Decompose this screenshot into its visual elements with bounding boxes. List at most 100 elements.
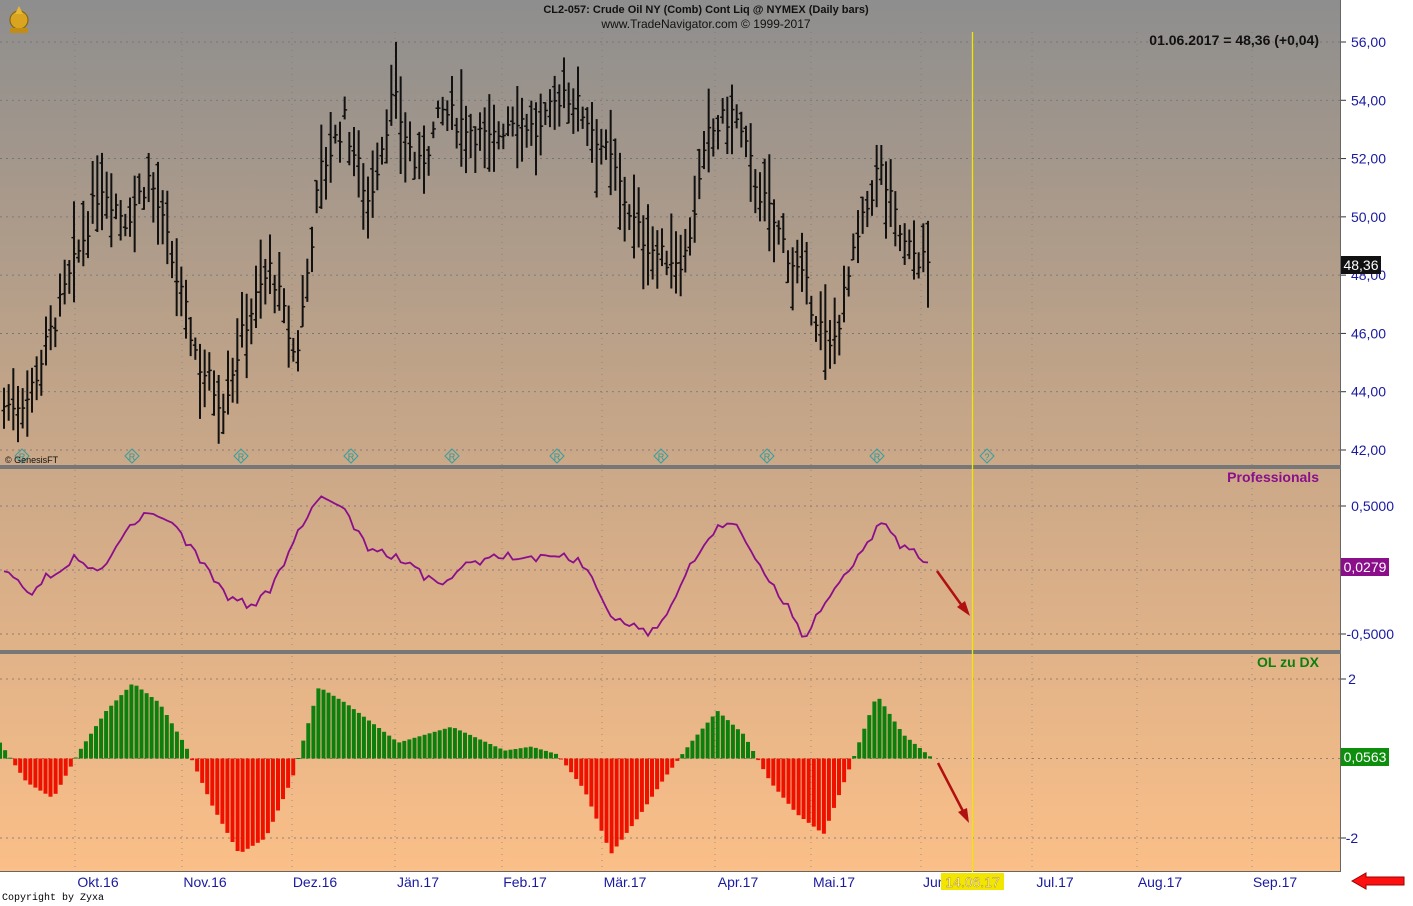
histogram-bar [240, 758, 245, 852]
histogram-bar [250, 758, 255, 846]
price-bar [902, 223, 908, 265]
histogram-bar [902, 735, 907, 759]
price-bar [561, 57, 567, 109]
price-bar [500, 123, 506, 150]
histogram-bar [336, 698, 341, 759]
price-bar [678, 234, 684, 297]
histogram-bar [392, 739, 397, 759]
price-bar [52, 317, 58, 348]
annotation-diamond-icon[interactable]: R [869, 448, 885, 464]
histogram-bar [498, 748, 503, 759]
histogram-bar [816, 758, 821, 831]
annotation-diamond-icon[interactable]: R [549, 448, 565, 464]
price-bar [290, 337, 296, 362]
price-bar [813, 316, 819, 342]
histogram-bar [180, 739, 184, 759]
price-bar [533, 102, 539, 176]
annotation-diamond-icon[interactable]: R [759, 448, 775, 464]
price-bar [888, 159, 894, 227]
histogram-bar [695, 734, 700, 759]
annotation-diamond-icon[interactable]: R [444, 448, 460, 464]
price-bar [356, 130, 362, 198]
annotation-diamond-icon[interactable]: R [124, 448, 140, 464]
price-bar [575, 66, 581, 132]
histogram-bar [660, 758, 665, 782]
histogram-bar [857, 742, 862, 759]
price-bar [99, 152, 105, 231]
price-bar [706, 88, 712, 173]
price-bar [869, 180, 875, 216]
histogram-bar [786, 758, 791, 804]
histogram-bar [291, 758, 296, 776]
annotation-diamond-icon[interactable]: R [233, 448, 249, 464]
histogram-bar [907, 739, 912, 759]
histogram-bar [382, 731, 387, 759]
svg-text:R: R [449, 452, 456, 462]
histogram-bar [104, 711, 109, 759]
price-bar [57, 273, 63, 317]
histogram-bar [190, 758, 195, 761]
price-bar [188, 316, 194, 357]
annotation-diamond-icon[interactable]: ? [979, 448, 995, 464]
price-bar [281, 288, 287, 324]
price-bar [393, 41, 399, 119]
annotation-diamond-icon[interactable]: R [343, 448, 359, 464]
histogram-bar [89, 733, 93, 759]
price-bar [90, 161, 96, 224]
histogram-bar [265, 758, 270, 834]
histogram-bar [837, 758, 841, 796]
price-bar [776, 220, 782, 245]
histogram-bar [68, 758, 73, 767]
date-tick-label: Mai.17 [813, 874, 855, 890]
price-bar [66, 260, 72, 294]
annotation-diamond-icon[interactable]: R [653, 448, 669, 464]
histogram-bar [63, 758, 68, 776]
svg-text:R: R [874, 452, 881, 462]
histogram-bar [639, 758, 644, 812]
price-bar [272, 274, 278, 314]
price-bar [421, 125, 427, 194]
professionals-line [3, 495, 929, 638]
scroll-left-arrow-icon[interactable] [1350, 872, 1405, 890]
histogram-bar [94, 726, 98, 759]
price-bar [645, 204, 651, 286]
price-bar [435, 100, 441, 119]
price-bar [76, 239, 82, 263]
price-bar [874, 144, 880, 208]
price-bar [510, 106, 516, 137]
svg-text:R: R [658, 452, 665, 462]
histogram-bar [493, 746, 498, 759]
price-bar [276, 252, 282, 311]
panel-divider-1 [0, 465, 1341, 469]
price-bar [286, 305, 292, 368]
price-bar [234, 318, 240, 404]
price-tick-label: 52,00 [1351, 151, 1386, 167]
histogram-bar [538, 749, 543, 759]
price-bar [258, 239, 264, 319]
svg-text:48,36: 48,36 [1343, 257, 1378, 273]
histogram-bar [296, 758, 301, 759]
price-tick-label: 54,00 [1351, 92, 1386, 108]
copyright-footer: Copyright by Zyxa [2, 893, 105, 904]
axis-background [1341, 0, 1413, 872]
price-bar [654, 230, 660, 289]
price-bar [48, 305, 54, 351]
price-bar [701, 131, 707, 170]
price-bar [608, 109, 614, 196]
price-bar [113, 193, 119, 220]
histogram-bar [609, 758, 614, 854]
price-bar [720, 98, 726, 124]
histogram-bar [473, 737, 478, 759]
price-bar [911, 220, 917, 280]
histogram-bar [589, 758, 594, 807]
histogram-bar [917, 748, 922, 759]
histogram-bar [245, 758, 250, 849]
price-bar [743, 125, 749, 158]
histogram-bar [437, 730, 442, 759]
forecast-arrow-oldx [936, 762, 969, 823]
price-bar [1, 387, 7, 429]
histogram-bar [452, 728, 457, 759]
annotation-diamond-icon[interactable]: R [14, 448, 30, 464]
histogram-bar [872, 701, 877, 759]
price-tick-label: 50,00 [1351, 209, 1386, 225]
